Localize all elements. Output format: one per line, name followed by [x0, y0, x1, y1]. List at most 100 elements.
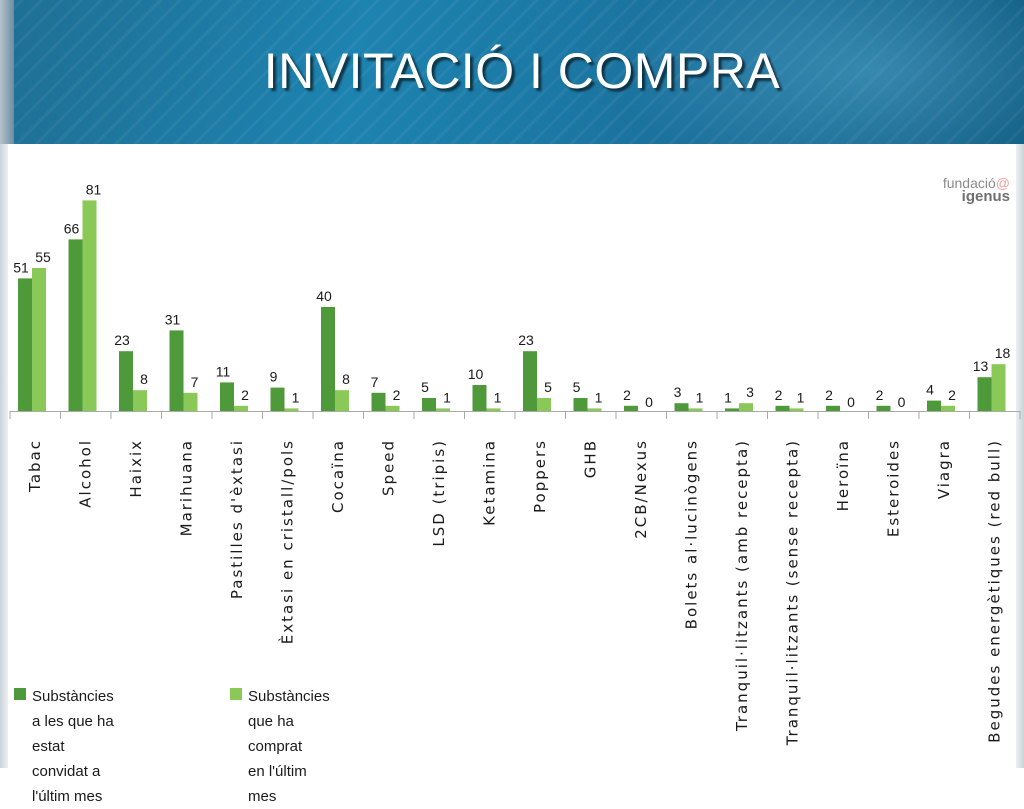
legend-text-invited: Substàncies a les que ha estat convidat … — [32, 684, 114, 809]
data-label: 1 — [292, 389, 300, 405]
data-label: 1 — [443, 389, 451, 405]
category-label: LSD (tripis) — [430, 439, 448, 547]
data-label: 23 — [518, 332, 534, 348]
header-glow — [620, 0, 1024, 144]
bar-invited — [472, 385, 487, 411]
data-label: 1 — [696, 389, 704, 405]
legend-text-bought: Substàncies que ha comprat en l'últim me… — [248, 684, 330, 809]
logo-line-2: igenus — [961, 188, 1010, 205]
bar-bought — [436, 408, 450, 411]
bar-invited — [977, 377, 992, 411]
bar-invited — [927, 400, 941, 411]
category-label: Tranquil·litzants (sense recepta) — [784, 439, 802, 746]
data-label: 0 — [898, 394, 906, 410]
data-label: 2 — [775, 387, 783, 403]
bar-invited — [321, 307, 335, 411]
category-label: Haixix — [127, 439, 145, 498]
bar-bought — [537, 398, 551, 411]
bar-bought — [32, 268, 46, 411]
bar-bought — [133, 390, 147, 411]
legend-invited-line2: estat convidat a l'últim mes — [32, 738, 103, 805]
category-label: Poppers — [531, 439, 549, 513]
legend-swatch-invited — [14, 688, 26, 700]
data-label: 40 — [316, 288, 332, 304]
bar-bought — [82, 200, 97, 411]
header-texture — [0, 0, 1024, 144]
bar-bought — [385, 405, 400, 411]
bar-bought — [789, 408, 804, 411]
category-label: Tranquil·litzants (amb recepta) — [733, 439, 751, 732]
logo-at-sign: @ — [995, 175, 1010, 191]
bar-chart: 5155Tabac6681Alcohol238Haixix317Marihuan… — [9, 181, 1021, 746]
data-label: 1 — [724, 389, 732, 405]
bar-invited — [826, 405, 840, 411]
bar-invited — [371, 392, 386, 411]
data-label: 55 — [35, 249, 51, 265]
bar-invited — [573, 398, 588, 411]
legend-swatch-bought — [230, 688, 242, 700]
bar-bought — [486, 408, 501, 411]
data-label: 0 — [645, 394, 653, 410]
category-label: 2CB/Nexus — [632, 439, 650, 539]
bar-invited — [674, 403, 689, 411]
category-label: Esteroides — [885, 439, 903, 537]
data-label: 1 — [797, 389, 805, 405]
category-label: Ketamina — [481, 439, 499, 526]
header-left-edge — [0, 0, 14, 144]
category-label: GHB — [582, 439, 600, 478]
slide-header: INVITACIÓ I COMPRA — [0, 0, 1024, 144]
data-label: 7 — [371, 374, 379, 390]
category-label: Bolets al·lucinògens — [683, 439, 701, 629]
data-label: 2 — [876, 387, 884, 403]
bar-bought — [941, 405, 955, 411]
left-edge-shade — [0, 144, 8, 768]
category-label: Speed — [380, 439, 398, 496]
bar-invited — [119, 351, 133, 411]
data-label: 31 — [165, 311, 181, 327]
bar-invited — [18, 278, 32, 411]
data-label: 3 — [746, 384, 754, 400]
bar-bought — [335, 390, 349, 411]
bar-invited — [624, 405, 638, 411]
bar-bought — [688, 408, 703, 411]
bar-invited — [220, 382, 234, 411]
bar-bought — [183, 392, 198, 411]
category-label: Tabac — [26, 439, 44, 493]
data-label: 1 — [494, 389, 502, 405]
bar-invited — [876, 405, 891, 411]
bar-bought — [587, 408, 602, 411]
category-label: Heroïna — [834, 439, 852, 511]
data-label: 5 — [421, 379, 429, 395]
bar-bought — [991, 364, 1006, 411]
category-label: Marihuana — [178, 439, 196, 536]
data-label: 23 — [114, 332, 130, 348]
bar-invited — [68, 239, 83, 411]
bar-invited — [775, 405, 790, 411]
data-label: 5 — [544, 379, 552, 395]
data-label: 66 — [64, 220, 80, 236]
bar-bought — [234, 405, 248, 411]
bar-bought — [739, 403, 753, 411]
data-label: 10 — [468, 366, 484, 382]
bar-invited — [422, 398, 436, 411]
bar-invited — [523, 351, 537, 411]
data-label: 2 — [948, 387, 956, 403]
logo-word: fundació — [942, 175, 996, 191]
right-edge-shade — [1016, 144, 1024, 768]
data-label: 7 — [191, 374, 199, 390]
data-label: 3 — [674, 384, 682, 400]
category-label: Viagra — [935, 439, 953, 499]
data-label: 1 — [595, 389, 603, 405]
legend-invited-line1: Substàncies a les que ha — [32, 688, 114, 730]
category-label: Begudes energètiques (red bull) — [986, 439, 1004, 743]
data-label: 5 — [573, 379, 581, 395]
data-label: 4 — [926, 382, 934, 398]
legend-bought-line2: en l'últim mes — [248, 763, 307, 805]
data-label: 8 — [140, 371, 148, 387]
data-label: 81 — [86, 181, 102, 197]
fundacio-igenus-logo: fundació@ igenus — [920, 176, 1010, 204]
data-label: 18 — [995, 345, 1011, 361]
bar-invited — [169, 330, 184, 411]
category-label: Èxtasi en cristall/pols — [278, 439, 297, 644]
logo-line-1: fundació@ — [920, 176, 1010, 190]
